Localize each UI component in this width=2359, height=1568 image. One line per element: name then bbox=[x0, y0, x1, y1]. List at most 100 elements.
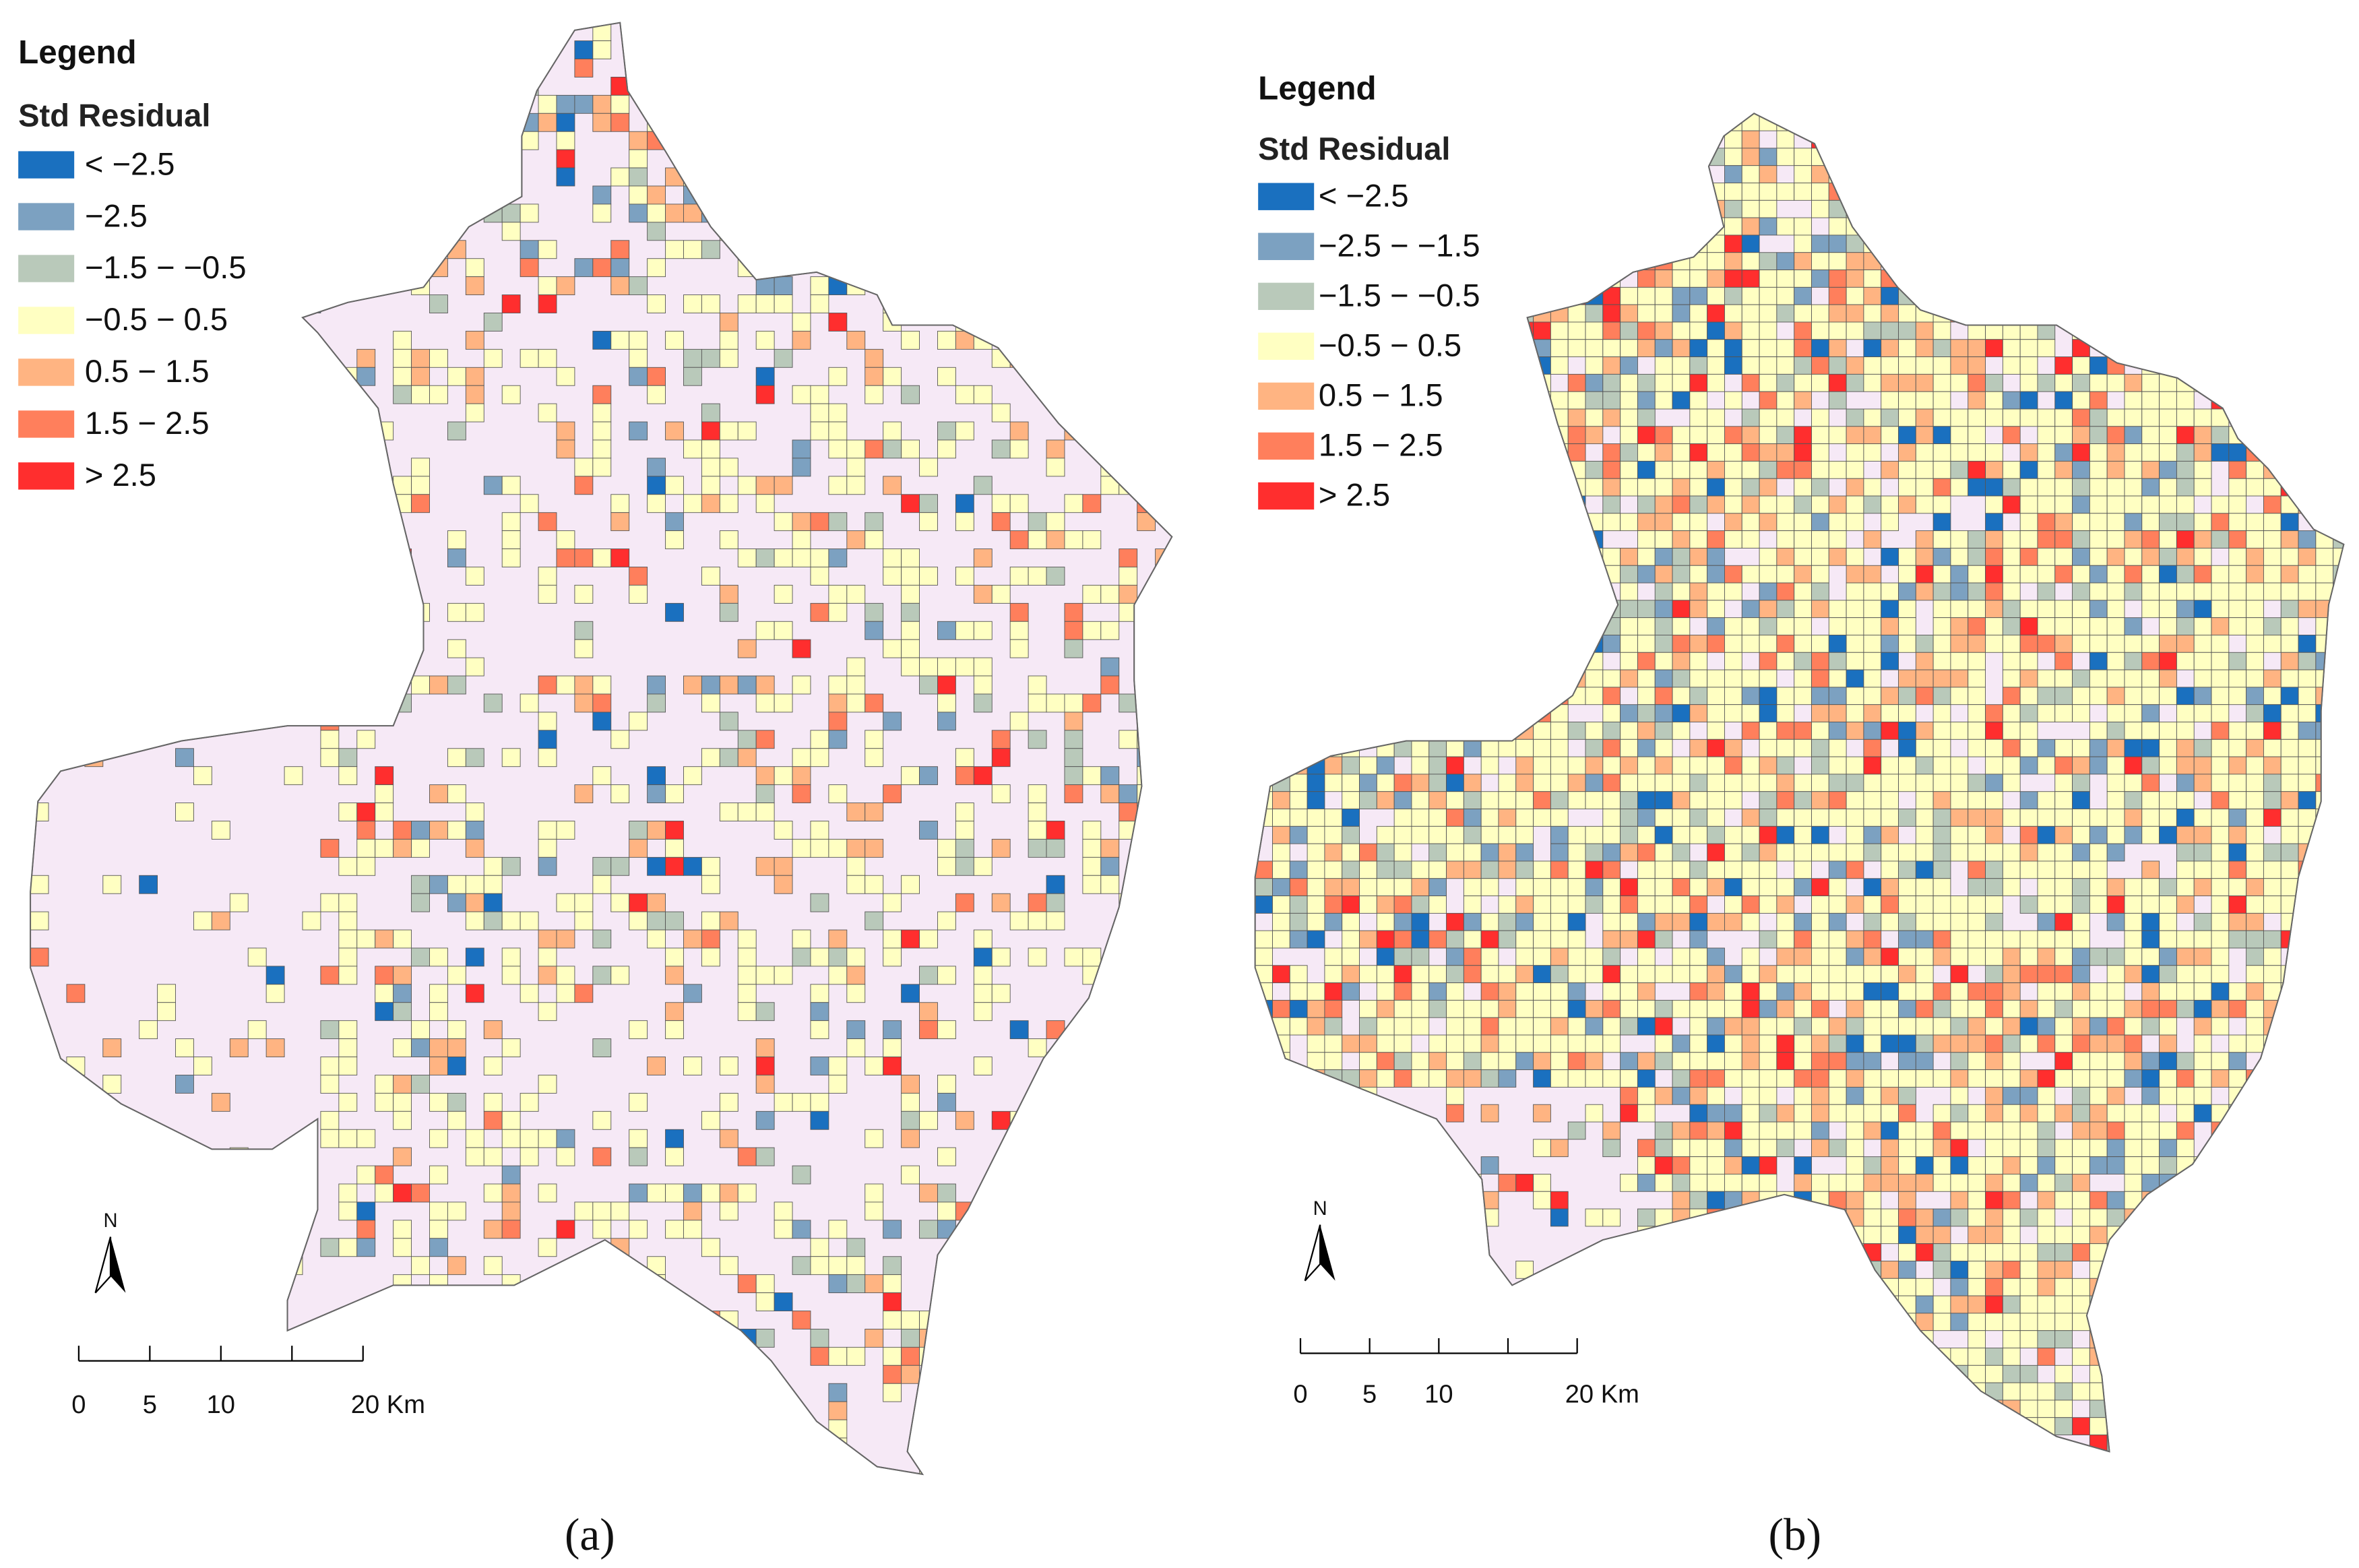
grid-cell bbox=[501, 1220, 521, 1239]
grid-cell bbox=[1707, 1191, 1725, 1210]
grid-cell bbox=[1119, 548, 1138, 567]
grid-cell bbox=[1881, 860, 1899, 879]
grid-cell bbox=[1082, 1346, 1102, 1366]
grid-cell bbox=[1550, 547, 1569, 566]
grid-cell bbox=[701, 675, 720, 695]
grid-cell bbox=[2280, 408, 2299, 427]
grid-cell bbox=[1932, 722, 1951, 740]
grid-cell bbox=[229, 893, 249, 912]
grid-cell bbox=[2054, 286, 2073, 305]
grid-cell bbox=[538, 240, 557, 259]
grid-cell bbox=[1498, 774, 1517, 792]
grid-cell bbox=[2193, 825, 2212, 844]
grid-cell bbox=[2315, 130, 2334, 149]
grid-cell bbox=[411, 185, 430, 205]
grid-cell bbox=[1898, 965, 1916, 984]
grid-cell bbox=[574, 639, 594, 658]
grid-cell bbox=[683, 294, 702, 313]
grid-cell bbox=[1654, 1034, 1673, 1053]
grid-cell bbox=[447, 421, 466, 441]
grid-cell bbox=[1898, 843, 1916, 862]
grid-cell bbox=[1155, 1329, 1172, 1348]
grid-cell bbox=[2315, 1086, 2334, 1105]
grid-cell bbox=[483, 476, 503, 495]
grid-cell bbox=[665, 966, 684, 985]
grid-cell bbox=[2193, 1156, 2212, 1174]
grid-cell bbox=[1863, 530, 1882, 548]
grid-cell bbox=[1828, 321, 1847, 340]
grid-cell bbox=[1672, 165, 1691, 183]
grid-cell bbox=[1654, 165, 1673, 183]
grid-cell bbox=[1411, 704, 1430, 722]
grid-cell bbox=[2280, 443, 2299, 462]
grid-cell bbox=[1324, 965, 1343, 984]
grid-cell bbox=[592, 185, 612, 205]
grid-cell bbox=[2159, 687, 2177, 705]
grid-cell bbox=[647, 1057, 666, 1075]
grid-cell bbox=[1794, 530, 1812, 548]
grid-cell bbox=[229, 1274, 249, 1294]
grid-cell bbox=[2002, 530, 2021, 548]
grid-cell bbox=[393, 1038, 412, 1057]
grid-cell bbox=[2193, 739, 2212, 757]
grid-cell bbox=[1689, 321, 1708, 340]
grid-cell bbox=[2228, 234, 2247, 253]
grid-cell bbox=[1672, 809, 1691, 827]
grid-cell bbox=[1863, 199, 1882, 218]
grid-cell bbox=[1811, 896, 1829, 914]
grid-cell bbox=[411, 875, 430, 894]
grid-cell bbox=[1046, 1020, 1065, 1040]
grid-cell bbox=[610, 258, 630, 278]
grid-cell bbox=[2315, 722, 2334, 740]
grid-cell bbox=[1950, 1034, 1969, 1053]
grid-cell bbox=[1155, 911, 1172, 931]
grid-cell bbox=[1689, 565, 1708, 584]
grid-cell bbox=[1724, 270, 1742, 288]
grid-cell bbox=[2072, 183, 2090, 201]
grid-cell bbox=[919, 1220, 938, 1239]
grid-cell bbox=[1567, 426, 1586, 445]
grid-cell bbox=[2263, 704, 2282, 722]
grid-cell bbox=[2263, 791, 2282, 809]
grid-cell bbox=[1741, 199, 1760, 218]
grid-cell bbox=[2089, 356, 2108, 375]
grid-cell bbox=[592, 113, 612, 132]
grid-cell bbox=[2176, 321, 2195, 340]
grid-cell bbox=[2002, 547, 2021, 566]
grid-cell bbox=[2176, 704, 2195, 722]
grid-cell bbox=[937, 911, 956, 931]
grid-cell bbox=[828, 838, 848, 858]
grid-cell bbox=[1255, 408, 1273, 427]
grid-cell bbox=[1654, 825, 1673, 844]
grid-cell bbox=[1463, 478, 1482, 497]
grid-cell bbox=[1654, 304, 1673, 323]
grid-cell bbox=[647, 1311, 666, 1329]
grid-cell bbox=[1602, 704, 1621, 722]
grid-cell bbox=[2263, 1086, 2282, 1105]
grid-cell bbox=[1898, 217, 1916, 236]
grid-cell bbox=[1515, 982, 1534, 1001]
grid-cell bbox=[2211, 408, 2230, 427]
grid-cell bbox=[1654, 547, 1673, 566]
grid-cell bbox=[1289, 930, 1308, 949]
grid-cell bbox=[2228, 270, 2247, 288]
grid-cell bbox=[683, 766, 702, 786]
grid-cell bbox=[1602, 1017, 1621, 1036]
grid-cell bbox=[629, 567, 648, 586]
grid-cell bbox=[2246, 722, 2264, 740]
grid-cell bbox=[1082, 1220, 1102, 1239]
grid-cell bbox=[1342, 687, 1360, 705]
grid-cell bbox=[1672, 774, 1691, 792]
grid-cell bbox=[2193, 1052, 2212, 1071]
grid-cell bbox=[1881, 426, 1899, 445]
grid-cell bbox=[1446, 739, 1464, 757]
grid-cell bbox=[755, 784, 775, 803]
grid-cell bbox=[883, 94, 902, 114]
grid-cell bbox=[1637, 530, 1656, 548]
grid-cell bbox=[1550, 478, 1569, 497]
grid-cell bbox=[1463, 947, 1482, 966]
grid-cell bbox=[1515, 843, 1534, 862]
grid-cell bbox=[1863, 582, 1882, 601]
grid-cell bbox=[1811, 1139, 1829, 1158]
grid-cell bbox=[1100, 1383, 1120, 1402]
